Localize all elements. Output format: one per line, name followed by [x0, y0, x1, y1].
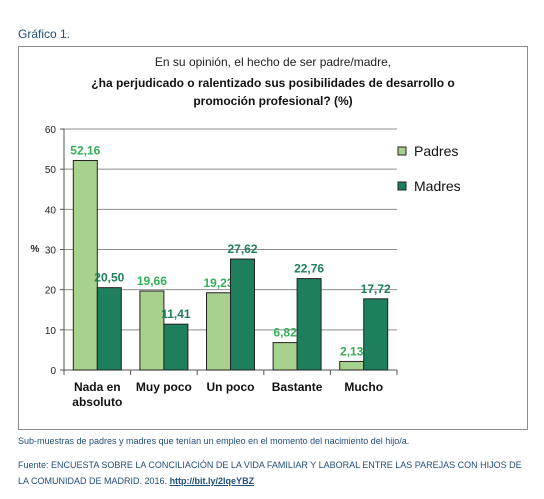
bar-madres [230, 258, 255, 371]
bar-madres [96, 287, 122, 371]
bar-padres [272, 342, 298, 371]
y-tick-label: 0 [50, 366, 56, 377]
bar-madres [296, 278, 322, 371]
chart-title-line-2: ¿ha perjudicado o ralentizado sus posibi… [91, 76, 455, 90]
category-label: Nada en [74, 380, 121, 394]
data-label: 22,76 [294, 262, 324, 276]
chart-frame: En su opinión, el hecho de ser padre/mad… [18, 46, 528, 430]
y-tick-label: 60 [45, 125, 57, 136]
y-tick-label: 20 [45, 286, 57, 297]
bar-padres [339, 360, 365, 371]
source-link[interactable]: http://bit.ly/2lqeYBZ [169, 476, 255, 486]
legend-label-madres: Madres [414, 178, 461, 194]
data-label: 27,62 [227, 242, 257, 256]
y-tick-label: 10 [45, 326, 57, 337]
y-tick-label: 40 [45, 205, 57, 216]
bar-madres [363, 298, 389, 371]
y-tick-label: 50 [45, 165, 57, 176]
y-axis-label: % [31, 244, 40, 255]
category-label: Mucho [344, 380, 383, 394]
data-label: 2,13 [340, 344, 364, 358]
sample-note: Sub-muestras de padres y madres que tení… [18, 436, 410, 446]
category-label: Bastante [272, 380, 323, 394]
chart-title-line-1: En su opinión, el hecho de ser padre/mad… [154, 55, 392, 69]
data-label: 52,16 [70, 143, 100, 157]
data-label: 17,72 [361, 282, 391, 296]
bar-padres [72, 159, 98, 371]
bar-padres [206, 292, 231, 371]
category-label: Un poco [207, 380, 255, 394]
source-text: Fuente: ENCUESTA SOBRE LA CONCILIACIÓN D… [18, 460, 522, 486]
legend-swatch-padres [397, 146, 407, 156]
legend-label-padres: Padres [414, 143, 458, 159]
category-label: Muy poco [136, 380, 192, 394]
y-tick-label: 30 [45, 246, 57, 257]
data-label: 19,23 [203, 276, 233, 290]
data-label: 6,82 [273, 326, 297, 340]
data-label: 20,50 [94, 271, 124, 285]
bar-madres [163, 323, 189, 371]
source-note: Fuente: ENCUESTA SOBRE LA CONCILIACIÓN D… [18, 457, 533, 489]
legend-swatch-madres [397, 181, 407, 191]
data-label: 19,66 [137, 274, 167, 288]
figure-heading: Gráfico 1. [18, 27, 71, 41]
chart-title-line-3: promoción profesional? (%) [193, 94, 353, 108]
category-label: absoluto [72, 395, 122, 409]
data-label: 11,41 [161, 307, 191, 321]
bar-padres [139, 290, 165, 371]
